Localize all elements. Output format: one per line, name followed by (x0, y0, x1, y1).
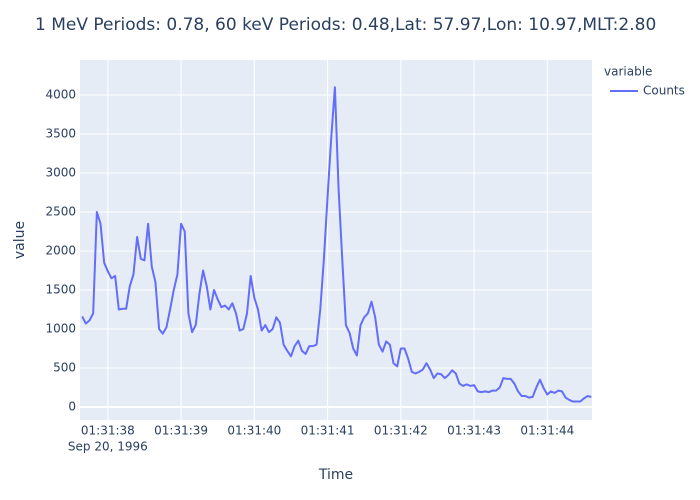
y-tick-label: 1000 (45, 321, 76, 335)
x-tick-label: 01:31:44 (520, 424, 574, 438)
y-tick-label: 3000 (45, 166, 76, 180)
y-tick-label: 2000 (45, 243, 76, 257)
x-tick-label: 01:31:41 (301, 424, 355, 438)
x-tick-label: 01:31:43 (447, 424, 501, 438)
y-tick-label: 500 (53, 360, 76, 374)
x-date-label: Sep 20, 1996 (68, 440, 148, 454)
data-line (81, 86, 592, 403)
y-tick-label: 3500 (45, 127, 76, 141)
x-axis-title: Time (318, 467, 353, 483)
x-tick-label: 01:31:40 (227, 424, 281, 438)
x-tick-label: 01:31:42 (374, 424, 428, 438)
x-tick-label: 01:31:39 (154, 424, 208, 438)
y-tick-label: 1500 (45, 282, 76, 296)
legend-label: Counts (643, 84, 685, 98)
chart-title: 1 MeV Periods: 0.78, 60 keV Periods: 0.4… (35, 15, 656, 35)
y-tick-label: 2500 (45, 205, 76, 219)
legend-title: variable (604, 65, 652, 79)
y-axis-title: value (12, 221, 28, 259)
y-tick-label: 0 (68, 399, 76, 413)
x-tick-label: 01:31:38 (81, 424, 135, 438)
y-tick-label: 4000 (45, 88, 76, 102)
